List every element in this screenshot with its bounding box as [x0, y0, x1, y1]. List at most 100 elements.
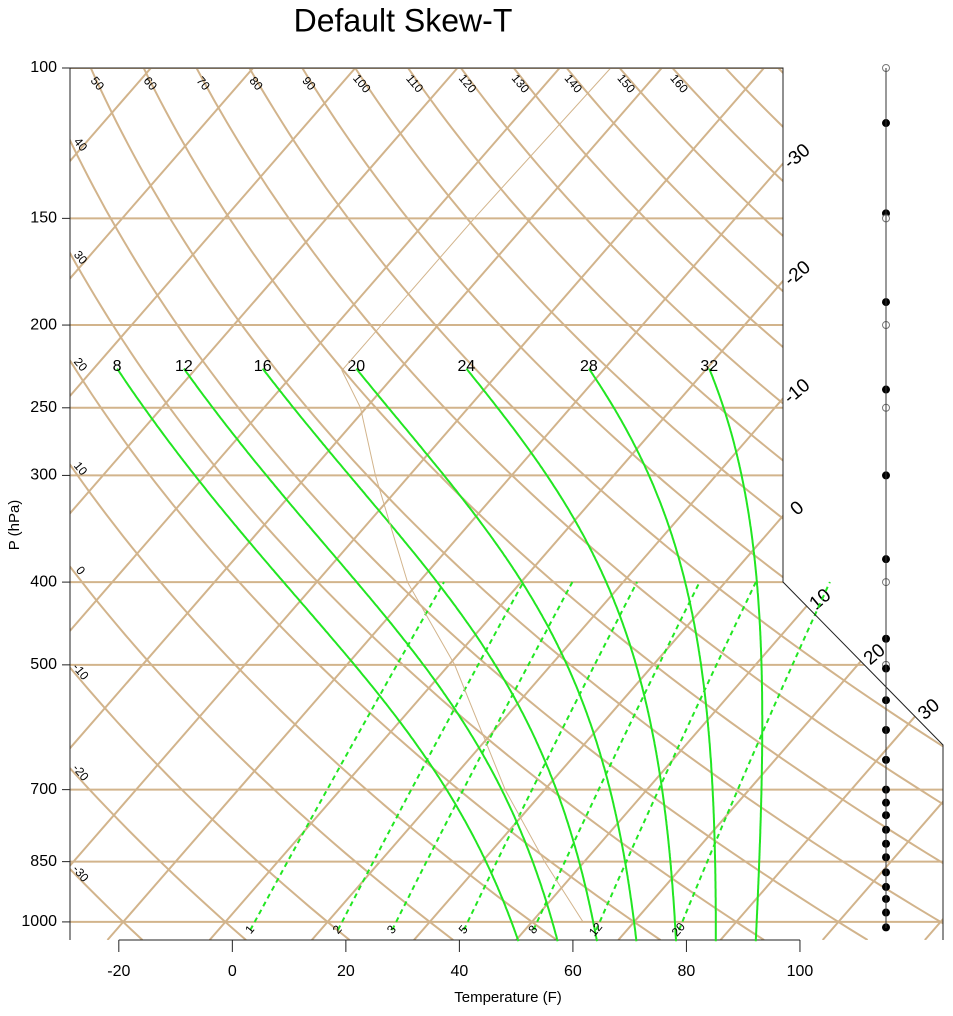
dry-adiabat-label: 40: [71, 135, 91, 154]
chart-title: Default Skew-T: [294, 2, 513, 38]
dry-adiabat: [565, 68, 943, 940]
dry-adiabat: [460, 68, 943, 940]
dry-adiabat-label: -10: [70, 660, 92, 683]
moist-adiabat: [116, 368, 520, 942]
dry-adiabat: [724, 68, 943, 940]
dry-adiabat-label: -30: [70, 862, 92, 885]
isotherm: [515, 68, 943, 940]
dry-adiabat: [70, 68, 869, 940]
moist-adiabat-label: 32: [700, 358, 718, 375]
isotherm-label: -20: [780, 257, 815, 291]
moist-adiabat-label: 24: [457, 358, 475, 375]
dry-adiabat: [830, 68, 943, 940]
x-tick-label: 80: [678, 963, 696, 980]
mixing-ratio-line: [249, 581, 445, 931]
isotherm-label: 0: [787, 497, 809, 520]
dry-adiabat: [248, 68, 943, 940]
x-axis-title: Temperature (F): [454, 989, 562, 1006]
isotherm: [70, 68, 561, 940]
isotherm: [106, 68, 867, 940]
mixing-ratio-line: [678, 581, 831, 931]
mixing-ratio-label: 3: [384, 922, 399, 936]
x-tick-label: -20: [107, 963, 130, 980]
isotherm-label: -30: [780, 140, 815, 174]
mixing-ratio-label: 8: [525, 922, 540, 936]
y-tick-label: 150: [30, 210, 57, 227]
plot-border: [70, 67, 944, 940]
y-tick-label: 300: [30, 467, 57, 484]
dry-adiabat: [142, 68, 943, 940]
dry-adiabat: [70, 68, 454, 940]
isotherm: [70, 68, 356, 940]
dry-adiabat: [671, 68, 943, 940]
y-tick-label: 700: [30, 781, 57, 798]
mixing-ratio-line: [595, 581, 757, 931]
isotherm: [821, 68, 943, 940]
dry-adiabat-label: 70: [194, 74, 214, 93]
x-tick-label: 60: [564, 963, 582, 980]
mixing-ratio-line: [462, 581, 638, 931]
mixing-ratio-line: [532, 581, 701, 931]
dry-adiabat: [195, 68, 943, 940]
isotherm: [924, 68, 943, 940]
dry-adiabat-label: 130: [509, 71, 533, 96]
dry-adiabat-label: 120: [456, 71, 480, 96]
y-tick-label: 250: [30, 399, 57, 416]
y-tick-label: 850: [30, 853, 57, 870]
x-tick-label: 40: [450, 963, 468, 980]
dry-adiabat-label: 150: [614, 71, 638, 96]
dry-adiabat-label: 140: [562, 71, 586, 96]
moist-adiabat: [261, 368, 598, 942]
dry-adiabat-label: 20: [71, 355, 91, 374]
moist-adiabat-label: 8: [113, 358, 122, 375]
x-tick-label: 0: [228, 963, 237, 980]
isotherm: [70, 68, 765, 940]
y-axis-title: P (hPa): [6, 500, 23, 551]
isotherm-label: -10: [780, 375, 815, 409]
background-lines: [70, 68, 943, 940]
moist-adiabat-label: 12: [175, 358, 193, 375]
mixing-ratio-label: 5: [456, 922, 471, 936]
dry-adiabat-label: 160: [667, 71, 691, 96]
moist-adiabat-label: 28: [580, 358, 598, 375]
dry-adiabat-label: 30: [71, 248, 91, 267]
dry-adiabat-label: 50: [88, 74, 108, 93]
mixing-ratio-label: 1: [242, 922, 257, 936]
dry-adiabat: [777, 68, 943, 940]
dry-adiabat: [407, 68, 943, 940]
moist-adiabat: [708, 368, 764, 942]
dry-adiabat: [354, 68, 943, 940]
y-tick-label: 1000: [21, 913, 57, 930]
isotherm: [70, 68, 663, 940]
dry-adiabat: [936, 68, 943, 940]
x-tick-label: 20: [337, 963, 355, 980]
y-tick-label: 200: [30, 316, 57, 333]
moist-adiabat: [588, 368, 717, 942]
dry-adiabat: [70, 68, 661, 940]
dry-adiabat-label: 110: [403, 72, 426, 96]
dry-adiabat: [70, 68, 247, 940]
dry-adiabat-label: -20: [70, 761, 92, 784]
moist-adiabat: [355, 367, 638, 942]
moist-adiabat: [465, 367, 677, 942]
dry-adiabat: [301, 68, 943, 940]
moist-adiabat: [183, 368, 559, 942]
dry-adiabat: [89, 68, 943, 940]
y-tick-label: 100: [30, 59, 57, 76]
moist-adiabat-label: 20: [347, 358, 365, 375]
x-tick-label: 100: [787, 963, 814, 980]
y-tick-label: 500: [30, 656, 57, 673]
moist-adiabat-label: 16: [254, 358, 272, 375]
isotherm: [70, 68, 459, 940]
isotherm: [719, 68, 943, 940]
isotherm: [617, 68, 943, 940]
mixing-ratio-line: [337, 581, 525, 931]
sounding: [341, 67, 612, 923]
y-tick-label: 400: [30, 573, 57, 590]
dry-adiabat: [70, 68, 351, 940]
mixing-ratio-line: [391, 581, 574, 931]
dry-adiabat-label: 0: [73, 563, 88, 577]
isotherm: [70, 68, 254, 940]
dry-adiabat: [70, 68, 558, 940]
